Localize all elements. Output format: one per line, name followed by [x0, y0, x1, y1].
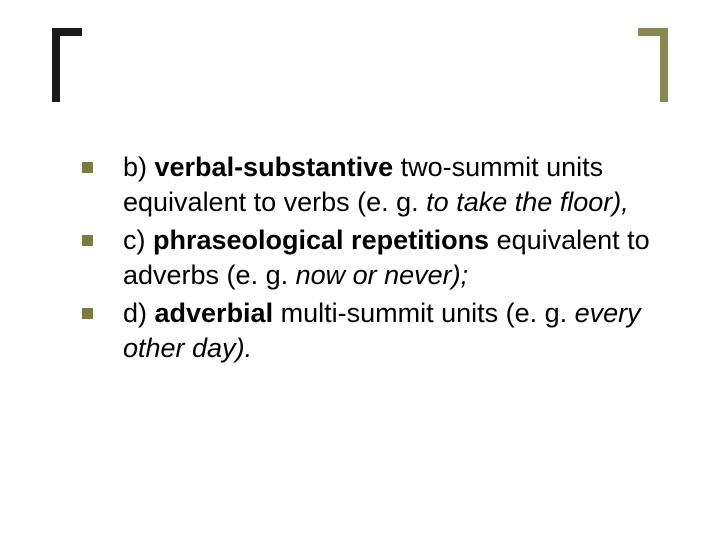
text-bold: phraseological repetitions: [153, 225, 489, 255]
text-prefix: d): [123, 298, 155, 328]
frame-corner-top-left: [52, 28, 82, 102]
list-item-text: c) phraseological repetitions equivalent…: [123, 223, 660, 292]
text-mid: multi-summit units (e. g.: [273, 298, 575, 328]
list-item-text: d) adverbial multi-summit units (e. g. e…: [123, 296, 660, 365]
bullet-icon: [82, 308, 93, 319]
bullet-icon: [82, 162, 93, 173]
slide-content: b) verbal-substantive two-summit units e…: [82, 150, 660, 369]
bullet-icon: [82, 235, 93, 246]
text-prefix: c): [123, 225, 153, 255]
list-item: c) phraseological repetitions equivalent…: [82, 223, 660, 292]
frame-corner-top-right: [638, 28, 668, 102]
text-italic: to take the floor),: [426, 187, 629, 217]
list-item: d) adverbial multi-summit units (e. g. e…: [82, 296, 660, 365]
list-item: b) verbal-substantive two-summit units e…: [82, 150, 660, 219]
text-bold: adverbial: [155, 298, 274, 328]
text-prefix: b): [123, 152, 155, 182]
list-item-text: b) verbal-substantive two-summit units e…: [123, 150, 660, 219]
text-bold: verbal-substantive: [155, 152, 394, 182]
text-italic: now or never);: [296, 260, 469, 290]
